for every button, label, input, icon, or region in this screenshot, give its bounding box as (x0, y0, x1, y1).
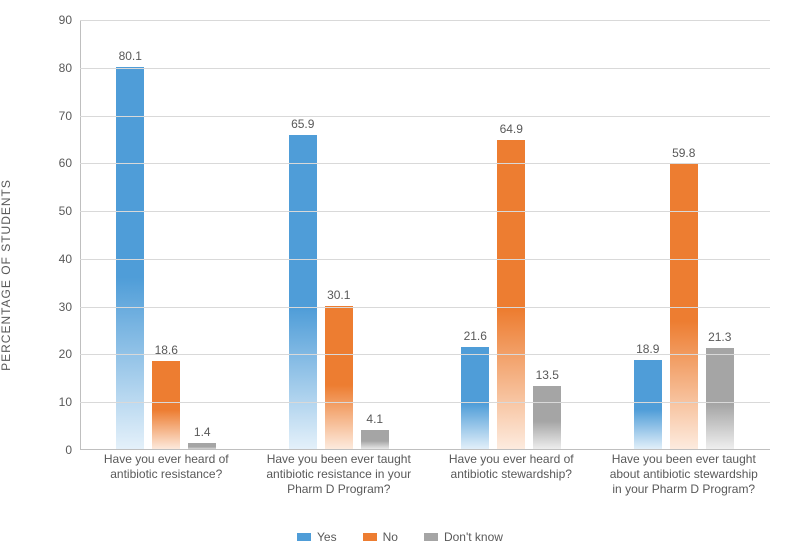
bar-value-label: 18.6 (155, 343, 178, 361)
x-category-label: Have you ever heard of antibiotic resist… (80, 452, 253, 497)
gridline (80, 259, 770, 260)
bar-group: 21.6 64.9 13.5 (425, 20, 598, 450)
bar-fill (361, 430, 389, 450)
legend-label: Yes (317, 530, 337, 544)
y-tick-label: 0 (36, 443, 80, 457)
bar-yes: 18.9 (634, 360, 662, 450)
bar-fill (325, 306, 353, 450)
x-axis-line (80, 449, 770, 450)
x-category-label: Have you ever heard of antibiotic stewar… (425, 452, 598, 497)
legend-label: Don't know (444, 530, 503, 544)
x-axis-labels: Have you ever heard of antibiotic resist… (80, 452, 770, 497)
bar-value-label: 4.1 (366, 412, 383, 430)
bar-fill (152, 361, 180, 450)
legend-swatch (363, 533, 377, 541)
bar-groups: 80.1 18.6 1.4 65.9 30.1 4.1 21.6 64.9 13.5 18.9 59… (80, 20, 770, 450)
bar-yes: 21.6 (461, 347, 489, 450)
gridline (80, 68, 770, 69)
bar-value-label: 21.6 (464, 329, 487, 347)
bar-no: 64.9 (497, 140, 525, 450)
x-category-label: Have you been ever taught antibiotic res… (253, 452, 426, 497)
gridline (80, 211, 770, 212)
y-tick-label: 10 (36, 395, 80, 409)
bar-value-label: 65.9 (291, 117, 314, 135)
y-tick-label: 30 (36, 300, 80, 314)
legend-item-yes: Yes (297, 530, 337, 544)
bar-value-label: 64.9 (500, 122, 523, 140)
legend-swatch (424, 533, 438, 541)
legend-swatch (297, 533, 311, 541)
bar-fill (461, 347, 489, 450)
y-axis-line (80, 20, 81, 450)
y-tick-label: 50 (36, 204, 80, 218)
gridline (80, 354, 770, 355)
legend-item-dk: Don't know (424, 530, 503, 544)
gridline (80, 20, 770, 21)
bar-group: 18.9 59.8 21.3 (598, 20, 771, 450)
chart-container: PERCENTAGE OF STUDENTS 80.1 18.6 1.4 65.9 30… (0, 0, 800, 550)
bar-dk: 4.1 (361, 430, 389, 450)
bar-no: 30.1 (325, 306, 353, 450)
bar-value-label: 80.1 (119, 49, 142, 67)
legend-item-no: No (363, 530, 398, 544)
y-tick-label: 40 (36, 252, 80, 266)
y-axis-label: PERCENTAGE OF STUDENTS (0, 179, 13, 371)
gridline (80, 163, 770, 164)
bar-value-label: 1.4 (194, 425, 211, 443)
bar-dk: 13.5 (533, 386, 561, 451)
y-tick-label: 70 (36, 109, 80, 123)
bar-fill (634, 360, 662, 450)
bar-fill (497, 140, 525, 450)
bar-group: 80.1 18.6 1.4 (80, 20, 253, 450)
y-tick-label: 60 (36, 156, 80, 170)
gridline (80, 116, 770, 117)
bar-no: 18.6 (152, 361, 180, 450)
bar-value-label: 21.3 (708, 330, 731, 348)
bar-fill (706, 348, 734, 450)
plot-area: 80.1 18.6 1.4 65.9 30.1 4.1 21.6 64.9 13.5 18.9 59… (80, 20, 770, 450)
bar-value-label: 18.9 (636, 342, 659, 360)
bar-group: 65.9 30.1 4.1 (253, 20, 426, 450)
y-tick-label: 90 (36, 13, 80, 27)
gridline (80, 402, 770, 403)
bar-fill (533, 386, 561, 451)
y-tick-label: 20 (36, 347, 80, 361)
bar-cluster: 21.6 64.9 13.5 (461, 140, 561, 450)
legend-label: No (383, 530, 398, 544)
bar-value-label: 13.5 (536, 368, 559, 386)
bar-value-label: 30.1 (327, 288, 350, 306)
bar-dk: 21.3 (706, 348, 734, 450)
legend: Yes No Don't know (0, 530, 800, 544)
bar-value-label: 59.8 (672, 146, 695, 164)
gridline (80, 307, 770, 308)
x-category-label: Have you been ever taught about antibiot… (598, 452, 771, 497)
y-tick-label: 80 (36, 61, 80, 75)
